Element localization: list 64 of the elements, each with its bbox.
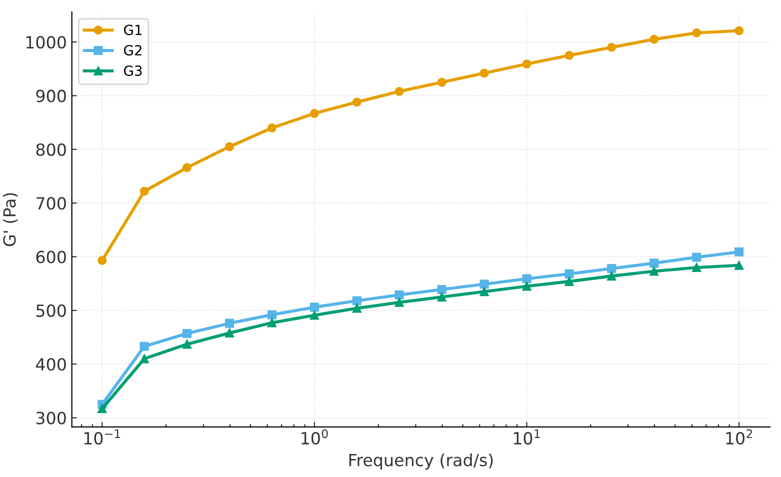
point bbox=[140, 186, 149, 196]
point bbox=[692, 262, 702, 272]
y-tick-label: 900 bbox=[36, 90, 66, 102]
point bbox=[267, 123, 276, 132]
x-tick-label: 10$^{−1}$ bbox=[84, 429, 120, 445]
y-tick-label: 1000 bbox=[26, 36, 66, 49]
point bbox=[607, 272, 616, 281]
point bbox=[224, 318, 234, 328]
point bbox=[140, 342, 149, 351]
point bbox=[564, 276, 574, 286]
point bbox=[267, 318, 276, 328]
y-tick-label: 700 bbox=[36, 197, 66, 210]
x-tick-label: 10$^{2}$ bbox=[726, 429, 752, 445]
point bbox=[522, 282, 532, 291]
point bbox=[437, 78, 446, 87]
point bbox=[607, 264, 616, 274]
point bbox=[140, 354, 149, 364]
y-tick-label: 800 bbox=[36, 143, 66, 156]
point bbox=[480, 68, 489, 78]
point bbox=[224, 142, 234, 152]
point bbox=[352, 98, 362, 107]
point bbox=[182, 163, 192, 172]
y-tick-label: 300 bbox=[36, 412, 66, 424]
y-tick-label: 400 bbox=[36, 358, 66, 371]
y-axis-title: G' (Pa) bbox=[2, 193, 18, 246]
point bbox=[607, 42, 616, 52]
point bbox=[522, 59, 532, 69]
point bbox=[98, 404, 107, 414]
legend-label: G1 bbox=[124, 24, 142, 36]
point bbox=[352, 304, 362, 313]
point bbox=[564, 50, 574, 60]
point bbox=[394, 298, 404, 307]
point bbox=[182, 340, 192, 349]
x-tick-label: 10$^{0}$ bbox=[302, 429, 328, 445]
point bbox=[734, 26, 744, 36]
y-tick-label: 600 bbox=[36, 250, 66, 264]
x-axis-title: Frequency (rad/s) bbox=[349, 453, 493, 470]
point bbox=[650, 258, 659, 268]
point bbox=[224, 328, 234, 338]
point bbox=[650, 34, 659, 44]
x-tick-label: 10$^{1}$ bbox=[514, 429, 540, 445]
point bbox=[692, 28, 702, 38]
point bbox=[480, 287, 489, 296]
point bbox=[437, 292, 446, 302]
point bbox=[692, 252, 702, 262]
point bbox=[564, 269, 574, 278]
point bbox=[734, 247, 744, 256]
point bbox=[182, 328, 192, 338]
point bbox=[650, 266, 659, 276]
point bbox=[310, 108, 319, 118]
point bbox=[310, 302, 319, 312]
point bbox=[352, 296, 362, 306]
point bbox=[734, 260, 744, 270]
point bbox=[310, 310, 319, 320]
y-tick-label: 500 bbox=[36, 304, 66, 317]
point bbox=[394, 86, 404, 96]
legend-label: G2 bbox=[124, 45, 142, 56]
point bbox=[522, 274, 532, 284]
point bbox=[437, 284, 446, 294]
point bbox=[480, 280, 489, 289]
point bbox=[267, 310, 276, 320]
point bbox=[98, 256, 107, 266]
legend-label: G3 bbox=[124, 65, 142, 76]
point bbox=[394, 290, 404, 300]
